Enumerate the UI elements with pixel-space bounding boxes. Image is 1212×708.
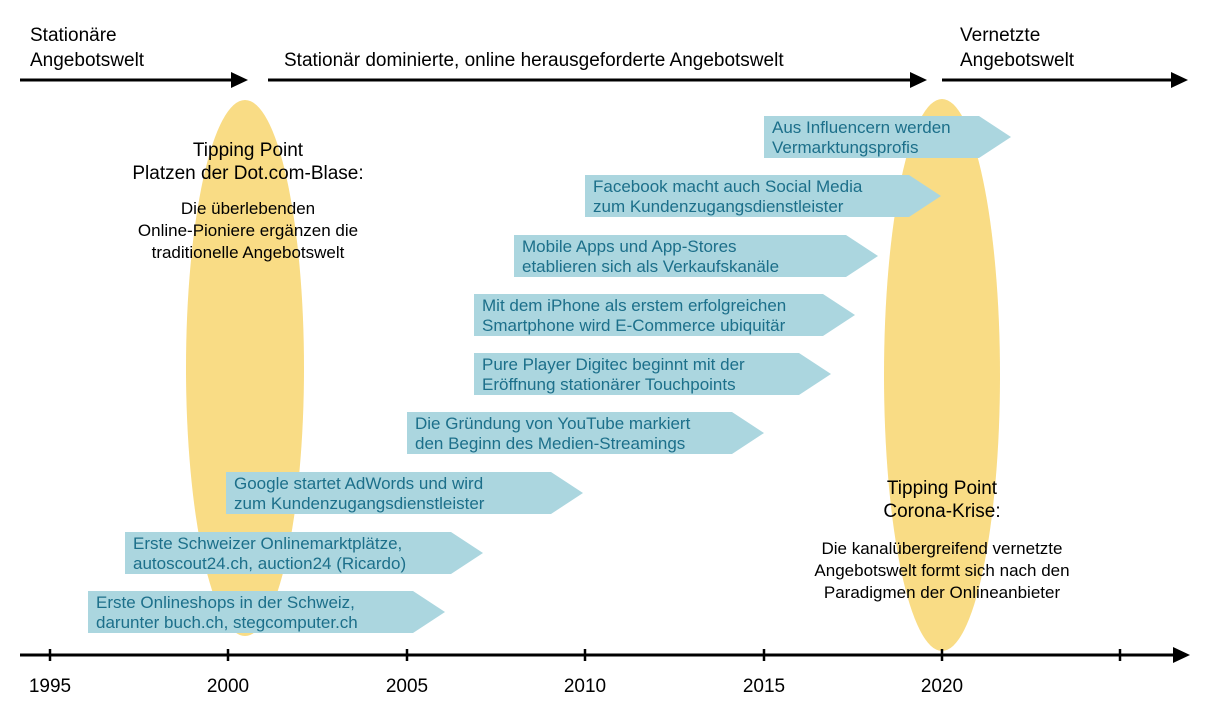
tipping-point-heading: Corona-Krise:	[883, 501, 1000, 522]
milestone-text: etablieren sich als Verkaufskanäle	[522, 257, 779, 276]
era-arrow-head	[231, 72, 248, 88]
milestone-text: Mit dem iPhone als erstem erfolgreichen	[482, 296, 786, 315]
milestone-text: den Beginn des Medien-Streamings	[415, 434, 685, 453]
time-axis-arrow-head	[1173, 647, 1190, 663]
axis-tick-label: 2005	[386, 676, 428, 697]
milestone-text: autoscout24.ch, auction24 (Ricardo)	[133, 554, 406, 573]
axis-tick-label: 2000	[207, 676, 249, 697]
milestone-text: Erste Onlineshops in der Schweiz,	[96, 593, 355, 612]
tipping-point-body: Angebotswelt formt sich nach den	[814, 561, 1069, 580]
era-arrow-head	[1171, 72, 1188, 88]
milestone-text: Google startet AdWords und wird	[234, 474, 483, 493]
tipping-point-body: Online-Pioniere ergänzen die	[138, 221, 358, 240]
era-label: Angebotswelt	[960, 50, 1075, 71]
axis-tick-label: 2015	[743, 676, 785, 697]
milestone-arrow	[764, 116, 1011, 158]
milestone-text: Facebook macht auch Social Media	[593, 177, 863, 196]
milestone-arrow	[125, 532, 483, 574]
milestone-arrow	[88, 591, 445, 633]
milestone-arrow	[226, 472, 583, 514]
era-arrow-head	[910, 72, 927, 88]
milestone-arrow	[585, 175, 941, 217]
era-label: Angebotswelt	[30, 50, 145, 71]
tipping-point-ellipse-2020	[884, 99, 1000, 651]
tipping-point-heading: Platzen der Dot.com-Blase:	[132, 163, 363, 184]
milestone-arrow	[514, 235, 878, 277]
tipping-point-body: Paradigmen der Onlineanbieter	[824, 583, 1061, 602]
milestone-text: Smartphone wird E-Commerce ubiquitär	[482, 316, 786, 335]
milestone-text: Vermarktungsprofis	[772, 138, 918, 157]
tipping-point-body: traditionelle Angebotswelt	[152, 243, 345, 262]
milestone-text: Pure Player Digitec beginnt mit der	[482, 355, 745, 374]
milestone-text: zum Kundenzugangsdienstleister	[234, 494, 485, 513]
milestone-arrow	[407, 412, 764, 454]
tipping-point-heading: Tipping Point	[887, 478, 998, 499]
milestone-text: Die Gründung von YouTube markiert	[415, 414, 691, 433]
milestone-text: darunter buch.ch, stegcomputer.ch	[96, 613, 358, 632]
axis-tick-label: 2010	[564, 676, 606, 697]
tipping-point-body: Die überlebenden	[181, 199, 315, 218]
milestone-text: Aus Influencern werden	[772, 118, 951, 137]
milestone-text: Erste Schweizer Onlinemarktplätze,	[133, 534, 402, 553]
milestone-arrow	[474, 294, 855, 336]
era-label: Vernetzte	[960, 25, 1040, 46]
era-label: Stationäre	[30, 25, 117, 46]
tipping-point-body: Die kanalübergreifend vernetzte	[822, 539, 1063, 558]
milestone-text: Eröffnung stationärer Touchpoints	[482, 375, 736, 394]
milestone-text: Mobile Apps und App-Stores	[522, 237, 737, 256]
milestone-arrow	[474, 353, 831, 395]
milestone-text: zum Kundenzugangsdienstleister	[593, 197, 844, 216]
tipping-point-heading: Tipping Point	[193, 140, 304, 161]
era-label: Stationär dominierte, online herausgefor…	[284, 50, 784, 71]
axis-tick-label: 1995	[29, 676, 71, 697]
axis-tick-label: 2020	[921, 676, 963, 697]
